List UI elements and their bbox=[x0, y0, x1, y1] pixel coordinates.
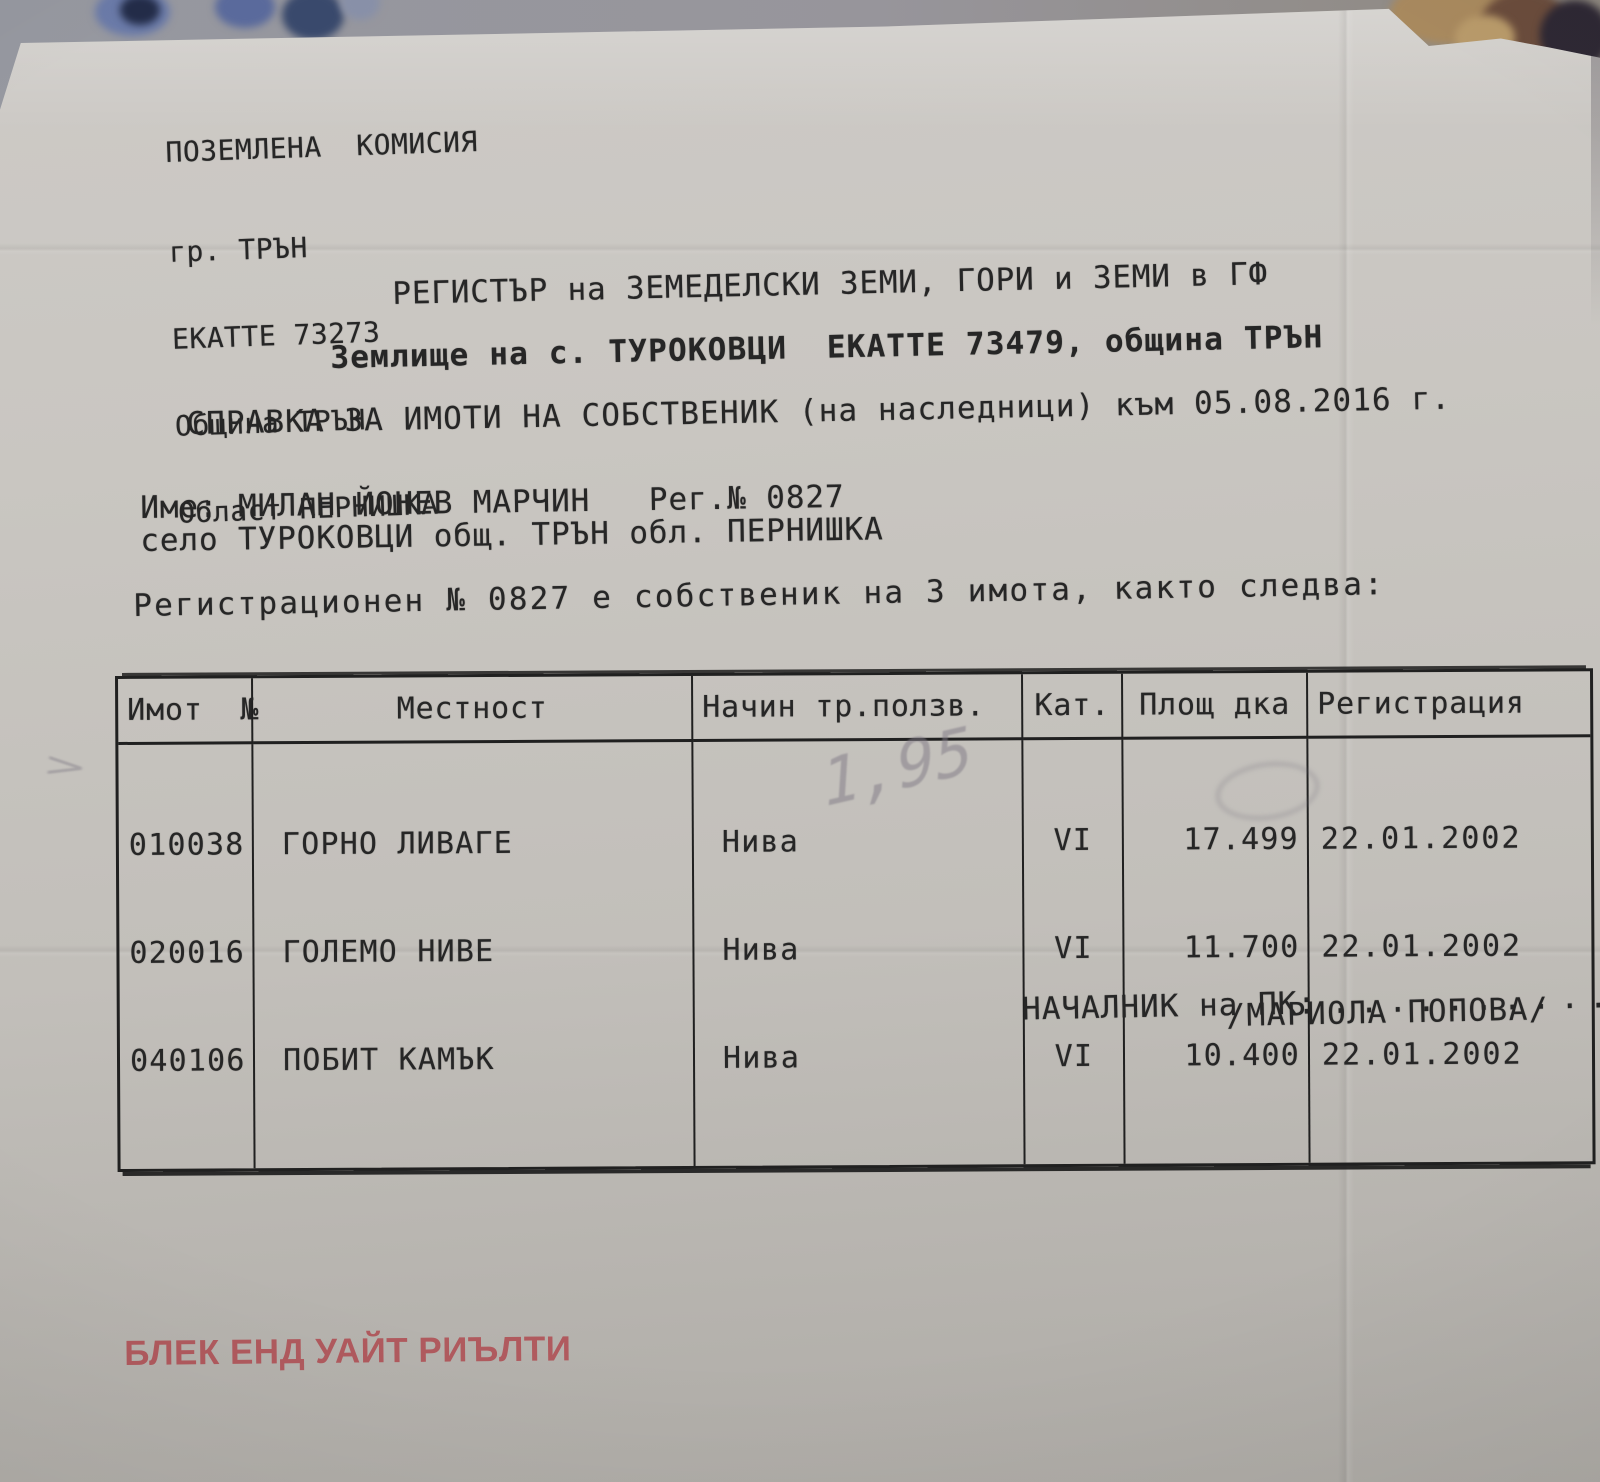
background-fabric-blob bbox=[340, 0, 380, 20]
table-cell: 17.499 bbox=[1183, 821, 1299, 858]
table-cell: ГОРНО ЛИВАГЕ bbox=[281, 825, 514, 863]
col-header-imot: Имот № bbox=[118, 678, 259, 745]
paper-fold-vertical bbox=[1338, 8, 1354, 1482]
signature-name: /МАРИОЛА ПОПОВА/ bbox=[1226, 991, 1550, 1034]
table-cell: VI bbox=[1053, 822, 1093, 859]
background-fabric-blob bbox=[215, 0, 275, 28]
paper-fold-horizontal bbox=[0, 945, 1600, 957]
letterhead-town: гр. ТРЪН bbox=[168, 231, 309, 269]
paper-fold-horizontal bbox=[0, 243, 1600, 255]
paper-right-edge-shadow bbox=[1591, 56, 1600, 326]
table-column-imot: 010038 020016 040106 bbox=[118, 744, 256, 1169]
background-fabric-blob bbox=[120, 0, 160, 25]
table-cell: 040106 bbox=[129, 1043, 246, 1079]
table-cell: Нива bbox=[721, 824, 800, 860]
table-cell: 010038 bbox=[128, 827, 245, 863]
col-header-registracia: Регистрация bbox=[1307, 671, 1591, 739]
agency-watermark: БЛЕК ЕНД УАЙТ РИЪЛТИ bbox=[124, 1329, 572, 1373]
letterhead-org-name: ПОЗЕМЛЕНА КОМИСИЯ bbox=[164, 125, 479, 169]
col-header-mestnost: Местност bbox=[253, 675, 694, 745]
col-header-nachin: Начин тр.ползв. bbox=[693, 674, 1024, 742]
pencil-check-mark: > bbox=[43, 742, 87, 790]
document-title: РЕГИСТЪР на ЗЕМЕДЕЛСКИ ЗЕМИ, ГОРИ и ЗЕМИ… bbox=[392, 256, 1269, 312]
table-cell: ПОБИТ КАМЪК bbox=[282, 1042, 495, 1079]
table-cell: 22.01.2002 bbox=[1320, 820, 1522, 857]
table-column-kat: VI VI VI bbox=[1023, 739, 1126, 1165]
table-column-mestnost: ГОРНО ЛИВАГЕ ГОЛЕМО НИВЕ ПОБИТ КАМЪК bbox=[253, 741, 696, 1169]
col-header-kat: Кат. bbox=[1023, 673, 1124, 741]
col-header-plosht: Площ дка bbox=[1123, 672, 1309, 740]
table-cell: 020016 bbox=[129, 935, 246, 971]
background-fabric-blob bbox=[282, 0, 344, 40]
table-cell: ГОЛЕМО НИВЕ bbox=[282, 934, 495, 971]
